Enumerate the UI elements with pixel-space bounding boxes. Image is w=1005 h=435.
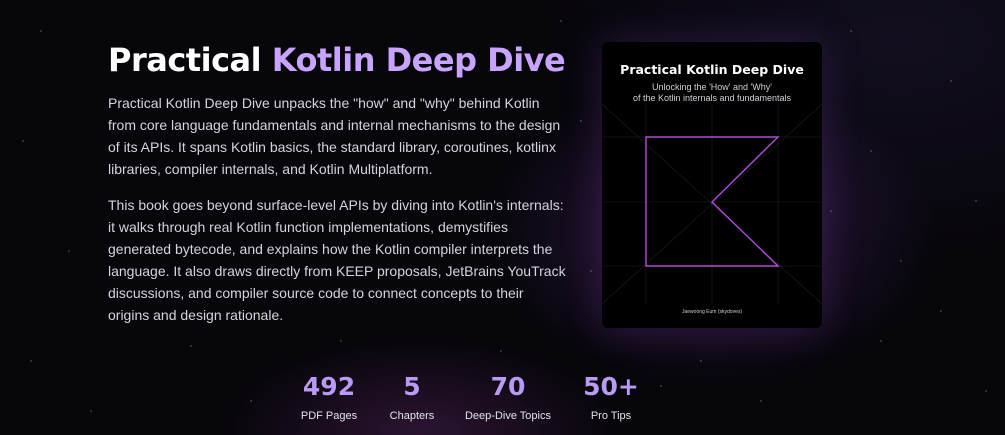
book-cover: Practical Kotlin Deep Dive Unlocking the… <box>602 42 822 328</box>
description-paragraph-1: Practical Kotlin Deep Dive unpacks the "… <box>108 95 561 177</box>
stat-label: Pro Tips <box>590 410 632 422</box>
stat-value: 492 <box>302 372 356 401</box>
hero-section: Practical Kotlin Deep Dive Practical Kot… <box>108 40 568 326</box>
title-white-part: Practical <box>108 41 262 79</box>
stat-deep-dive-topics: 70 Deep-Dive Topics <box>463 372 553 422</box>
cover-subtitle-line-1: Unlocking the 'How' and 'Why' <box>652 82 772 92</box>
cover-title: Practical Kotlin Deep Dive <box>620 62 804 77</box>
stat-value: 50+ <box>583 372 639 401</box>
title-accent-part: Kotlin Deep Dive <box>271 41 566 79</box>
stat-label: Deep-Dive Topics <box>464 410 551 422</box>
cover-artwork <box>602 103 822 305</box>
stat-pro-tips: 50+ Pro Tips <box>576 372 646 422</box>
stat-chapters: 5 Chapters <box>380 372 444 422</box>
stat-value: 70 <box>490 372 526 401</box>
stat-pdf-pages: 492 PDF Pages <box>294 372 364 422</box>
page-title: Practical Kotlin Deep Dive <box>108 40 568 80</box>
stat-value: 5 <box>403 372 421 401</box>
description-paragraph-2: This book goes beyond surface-level APIs… <box>108 197 566 323</box>
cover-subtitle-line-2: of the Kotlin internals and fundamentals <box>632 93 792 103</box>
stat-label: Chapters <box>389 410 435 422</box>
stat-label: PDF Pages <box>300 410 358 422</box>
cover-subtitle: Unlocking the 'How' and 'Why' of the Kot… <box>602 82 822 104</box>
cover-author: Jaewoong Eum (skydoves) <box>681 309 743 315</box>
